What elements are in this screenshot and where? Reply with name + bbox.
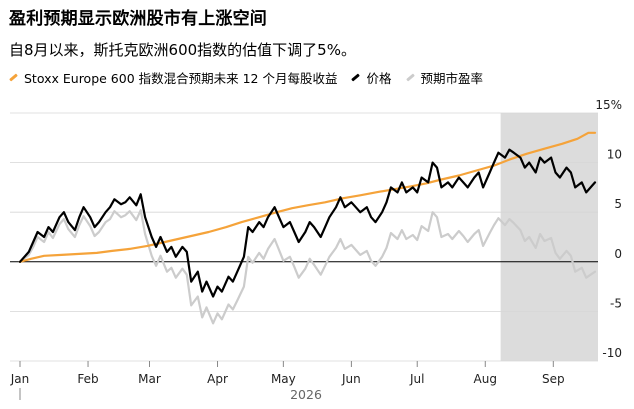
chart-subtitle: 自8月以来，斯托克欧洲600指数的估值下调了5%。 xyxy=(9,41,356,59)
legend-swatch-eps xyxy=(9,72,18,82)
legend-item-eps: Stoxx Europe 600 指数混合预期未来 12 个月每股收益 xyxy=(9,68,337,87)
x-tick-label: Jun xyxy=(341,372,361,386)
x-tick-label: Jan xyxy=(10,372,30,386)
line-chart: 15% 10 5 0 -5 -10 Jan Feb Mar Apr May Jun Jul Aug Sep 2… xyxy=(10,98,622,402)
x-tick-label: Sep xyxy=(542,372,565,386)
x-tick-label: Apr xyxy=(207,372,228,386)
chart-title: 盈利预期显示欧洲股市有上涨空间 xyxy=(9,9,267,29)
legend-swatch-price xyxy=(351,72,361,82)
legend-label-pe: 预期市盈率 xyxy=(420,70,484,86)
y-tick-label: 0 xyxy=(614,247,622,261)
legend-label-eps: Stoxx Europe 600 指数混合预期未来 12 个月每股收益 xyxy=(24,70,338,86)
legend-swatch-pe xyxy=(405,72,415,82)
x-year-label: 2026 xyxy=(290,387,322,402)
pe-line xyxy=(18,209,597,325)
legend-item-pe: 预期市盈率 xyxy=(405,68,484,87)
highlight-band xyxy=(500,113,598,361)
y-tick-label: 15% xyxy=(595,98,622,112)
x-tick-label: Mar xyxy=(138,372,161,386)
x-tick-label: Jul xyxy=(409,372,424,386)
legend-label-price: 价格 xyxy=(366,70,392,86)
y-tick-label: 5 xyxy=(614,197,622,211)
y-tick-label: 10 xyxy=(607,148,622,162)
y-tick-label: -5 xyxy=(610,296,622,310)
x-tick-label: Feb xyxy=(77,372,98,386)
chart-legend: Stoxx Europe 600 指数混合预期未来 12 个月每股收益 价格 预… xyxy=(9,66,497,88)
x-tick-label: Aug xyxy=(474,372,497,386)
legend-item-price: 价格 xyxy=(351,68,392,87)
x-tick-label: May xyxy=(271,372,296,386)
price-line xyxy=(18,148,597,298)
eps-line xyxy=(18,131,597,263)
y-tick-label: -10 xyxy=(602,346,622,360)
